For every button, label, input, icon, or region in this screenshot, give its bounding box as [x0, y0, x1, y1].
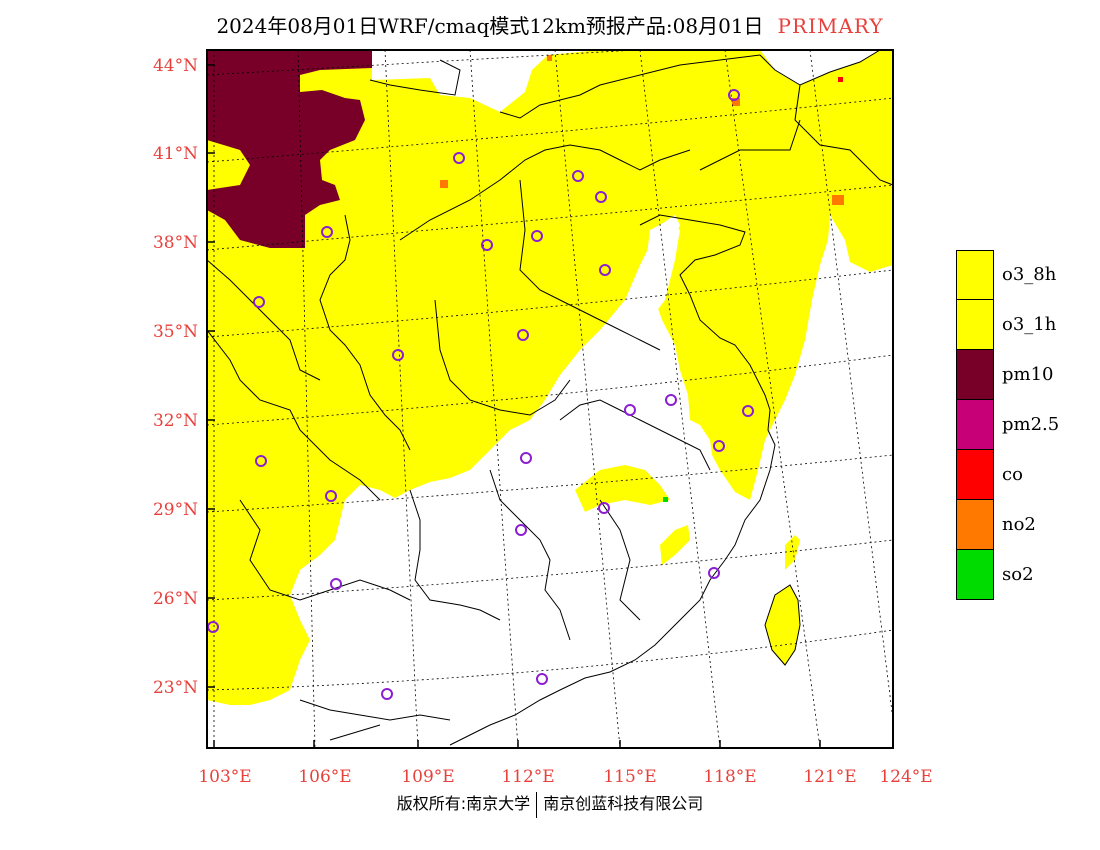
so2-spot: [663, 497, 668, 502]
lat-tick-label: 41°N: [153, 144, 198, 164]
no2-spot: [547, 55, 552, 61]
station-marker: [253, 296, 265, 308]
station-marker: [517, 329, 529, 341]
station-marker: [392, 349, 404, 361]
lat-tick-label: 32°N: [153, 411, 198, 431]
o3-region-central: [575, 465, 670, 512]
legend-label: no2: [1002, 514, 1036, 535]
lon-tick-label: 109°E: [401, 767, 454, 787]
no2-spot: [832, 195, 844, 205]
lon-tick-label: 118°E: [703, 767, 756, 787]
lat-tick-label: 29°N: [153, 500, 198, 520]
legend-swatch: [956, 400, 994, 450]
o3-region-jiangxi: [660, 525, 690, 565]
o3-region-north-west: [207, 50, 893, 705]
map-title: 2024年08月01日WRF/cmaq模式12km预报产品:08月01日 PRIM…: [0, 10, 1100, 39]
lon-labels: 103°E 106°E 109°E 112°E 115°E 118°E 121°…: [198, 767, 932, 787]
map-plot-area: [207, 50, 893, 748]
legend-label: pm2.5: [1002, 414, 1060, 435]
station-marker: [255, 455, 267, 467]
legend-swatch: [956, 250, 994, 300]
o3-region-taiwan: [765, 585, 800, 665]
lat-tick-label: 44°N: [153, 56, 198, 76]
station-marker: [515, 524, 527, 536]
pm10-region: [207, 50, 372, 248]
lat-labels: 44°N 41°N 38°N 35°N 32°N 29°N 26°N 23°N: [153, 56, 198, 698]
station-marker: [708, 567, 720, 579]
co-spot: [838, 77, 843, 82]
station-marker: [520, 452, 532, 464]
lat-tick-label: 38°N: [153, 233, 198, 253]
no2-spot: [732, 98, 740, 106]
lat-tick-label: 26°N: [153, 589, 198, 609]
station-marker: [599, 264, 611, 276]
station-marker: [742, 405, 754, 417]
footer-divider: [536, 791, 538, 818]
station-marker: [728, 89, 740, 101]
copyright-footer: 版权所有:南京大学 南京创蓝科技有限公司: [0, 790, 1100, 818]
lon-tick-label: 112°E: [501, 767, 554, 787]
lon-tick-label: 121°E: [803, 767, 856, 787]
legend-label: pm10: [1002, 364, 1054, 385]
map-title-text: 2024年08月01日WRF/cmaq模式12km预报产品:08月01日: [216, 14, 764, 38]
station-marker: [536, 673, 548, 685]
map-frame: [206, 49, 894, 749]
station-marker: [598, 502, 610, 514]
legend-swatch: [956, 500, 994, 550]
graticule: [207, 50, 893, 748]
station-marker: [624, 404, 636, 416]
lon-tick-label: 124°E: [879, 767, 932, 787]
station-marker: [665, 394, 677, 406]
station-marker: [330, 578, 342, 590]
station-marker: [713, 440, 725, 452]
legend-label: so2: [1002, 564, 1034, 585]
lon-tick-label: 115°E: [603, 767, 656, 787]
primary-tag: PRIMARY: [777, 14, 884, 38]
legend-swatch: [956, 350, 994, 400]
copyright-owner: 版权所有:南京大学: [396, 794, 531, 813]
lat-tick-label: 35°N: [153, 322, 198, 342]
o3-region-fujian: [785, 535, 800, 570]
no2-spot: [440, 180, 448, 188]
station-marker: [481, 239, 493, 251]
station-marker: [321, 226, 333, 238]
lon-tick-label: 106°E: [298, 767, 351, 787]
legend-label: o3_1h: [1002, 314, 1057, 335]
station-marker: [531, 230, 543, 242]
legend-swatch: [956, 300, 994, 350]
legend-label: co: [1002, 464, 1023, 485]
station-marker: [381, 688, 393, 700]
station-marker: [595, 191, 607, 203]
station-marker: [453, 152, 465, 164]
legend-label: o3_8h: [1002, 264, 1057, 285]
bohai-gap: [640, 222, 680, 320]
legend-swatch: [956, 450, 994, 500]
boundaries: [207, 50, 893, 746]
lat-tick-label: 23°N: [153, 678, 198, 698]
station-marker: [325, 490, 337, 502]
lon-tick-label: 103°E: [198, 767, 251, 787]
copyright-company: 南京创蓝科技有限公司: [543, 794, 704, 813]
tick-marks: [207, 64, 821, 748]
station-marker: [572, 170, 584, 182]
legend-swatch: [956, 550, 994, 600]
